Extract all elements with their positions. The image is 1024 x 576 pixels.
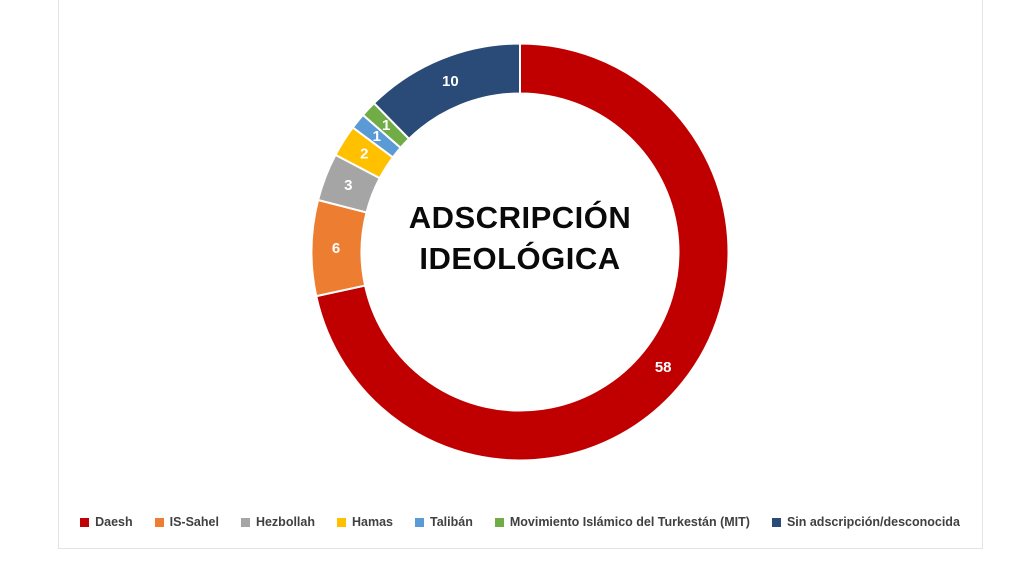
legend-label: IS-Sahel [169, 515, 219, 529]
legend-label: Talibán [430, 515, 473, 529]
legend-label: Movimiento Islámico del Turkestán (MIT) [509, 515, 750, 529]
legend-item-sin-adscripcion-desconocida[interactable]: Sin adscripción/desconocida [771, 515, 960, 529]
legend-swatch-icon [80, 517, 90, 527]
legend-swatch-icon [337, 517, 346, 527]
legend-swatch-icon [771, 517, 781, 527]
legend-label: Hamas [352, 515, 393, 529]
legend-item-daesh[interactable]: Daesh [80, 515, 133, 529]
legend-label: Hezbollah [255, 515, 315, 529]
legend-item-hamas[interactable]: Hamas [337, 515, 393, 529]
legend-item-is-sahel[interactable]: IS-Sahel [154, 515, 219, 529]
legend-swatch-icon [240, 517, 250, 527]
data-label-taliban: 1 [373, 128, 381, 145]
legend: Daesh IS-Sahel Hezbollah Hamas Talibán Movimi… [58, 511, 982, 533]
legend-item-movimiento-islamico-del-turkestan-mit[interactable]: Movimiento Islámico del Turkestán (MIT) [494, 515, 750, 529]
legend-label: Daesh [95, 515, 133, 529]
data-label-sin-adscripcion-desconocida: 10 [442, 73, 459, 90]
data-label-is-sahel: 6 [332, 240, 340, 257]
chart-title-line2: IDEOLÓGICA [419, 241, 621, 276]
legend-label: Sin adscripción/desconocida [786, 515, 960, 529]
donut-segment-daesh[interactable] [315, 42, 730, 462]
chart-title: ADSCRIPCIÓN IDEOLÓGICA [320, 197, 720, 279]
data-label-movimiento-islamico-del-turkestan-mit: 1 [382, 117, 390, 134]
legend-item-taliban[interactable]: Talibán [415, 515, 473, 529]
chart-title-line1: ADSCRIPCIÓN [408, 200, 632, 235]
data-label-daesh: 58 [655, 359, 672, 376]
data-label-hezbollah: 3 [344, 177, 352, 194]
legend-swatch-icon [494, 517, 504, 527]
data-label-hamas: 2 [360, 145, 368, 162]
donut-segment-sin-adscripcion-desconocida[interactable] [373, 42, 521, 140]
legend-swatch-icon [415, 517, 424, 527]
legend-swatch-icon [154, 517, 164, 527]
legend-item-hezbollah[interactable]: Hezbollah [240, 515, 315, 529]
